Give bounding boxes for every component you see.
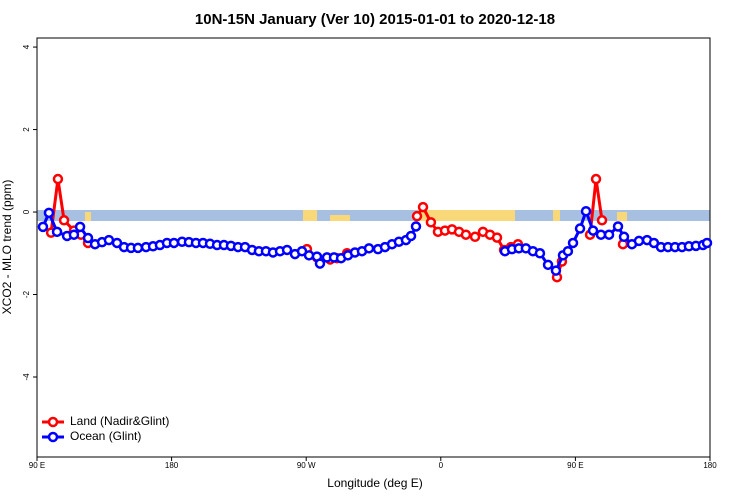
data-point [82,232,94,244]
data-point [281,244,293,256]
data-point [37,221,49,233]
data-point [603,229,615,240]
data-point [595,229,607,240]
data-point [633,235,645,247]
x-tick-label: 90 W [297,461,316,470]
data-point [550,265,562,276]
data-point [567,237,579,249]
land-patch [617,212,627,221]
data-point [411,210,423,222]
legend-label: Land (Nadir&Glint) [70,414,169,428]
legend-marker [47,416,59,428]
x-tick-label: 90 E [567,461,583,470]
data-point [587,225,599,236]
series [47,175,627,281]
data-point [410,221,422,232]
x-axis-label: Longitude (deg E) [327,476,422,490]
data-point [103,234,115,246]
data-point [701,237,713,249]
data-point [405,230,417,242]
y-tick-label: 2 [22,127,31,132]
y-tick-label: -4 [22,373,31,381]
land-patch [85,212,91,221]
data-point [562,245,574,257]
data-point [52,173,64,185]
land-patch [418,210,515,221]
data-point [314,258,326,269]
legend-marker [47,431,59,443]
x-tick-label: 180 [165,461,179,470]
data-point [68,229,80,240]
data-point [168,237,180,249]
x-tick-label: 180 [703,461,717,470]
data-point [74,221,86,233]
data-point [132,242,144,254]
land-patch [303,210,317,221]
x-tick-label: 90 E [29,461,45,470]
data-point [425,217,437,228]
data-point [534,248,546,259]
series [37,205,713,276]
data-point [612,221,624,232]
chart-title: 10N-15N January (Ver 10) 2015-01-01 to 2… [195,11,555,28]
y-tick-label: 4 [22,44,31,49]
data-point [596,215,608,226]
x-tick-label: 0 [439,461,444,470]
data-point [51,226,63,238]
data-point [460,229,472,240]
land-patch [553,210,560,221]
data-point [417,201,429,213]
land-patch [330,215,350,221]
y-tick-label: -2 [22,290,31,298]
data-point [580,205,592,217]
data-point [590,173,602,185]
data-point [542,259,554,271]
data-point [363,243,375,254]
y-tick-label: 0 [22,209,31,214]
y-axis-label: XCO2 - MLO trend (ppm) [0,180,14,315]
data-point [618,231,630,243]
data-point [469,231,481,243]
data-point [43,207,55,219]
legend-label: Ocean (Glint) [70,429,141,443]
data-point [303,250,315,261]
land-mask-strip [37,210,710,221]
data-point [491,232,503,243]
ocean-strip [37,210,710,221]
plot-frame [36,37,711,458]
data-point [58,215,70,226]
data-point [574,223,586,234]
